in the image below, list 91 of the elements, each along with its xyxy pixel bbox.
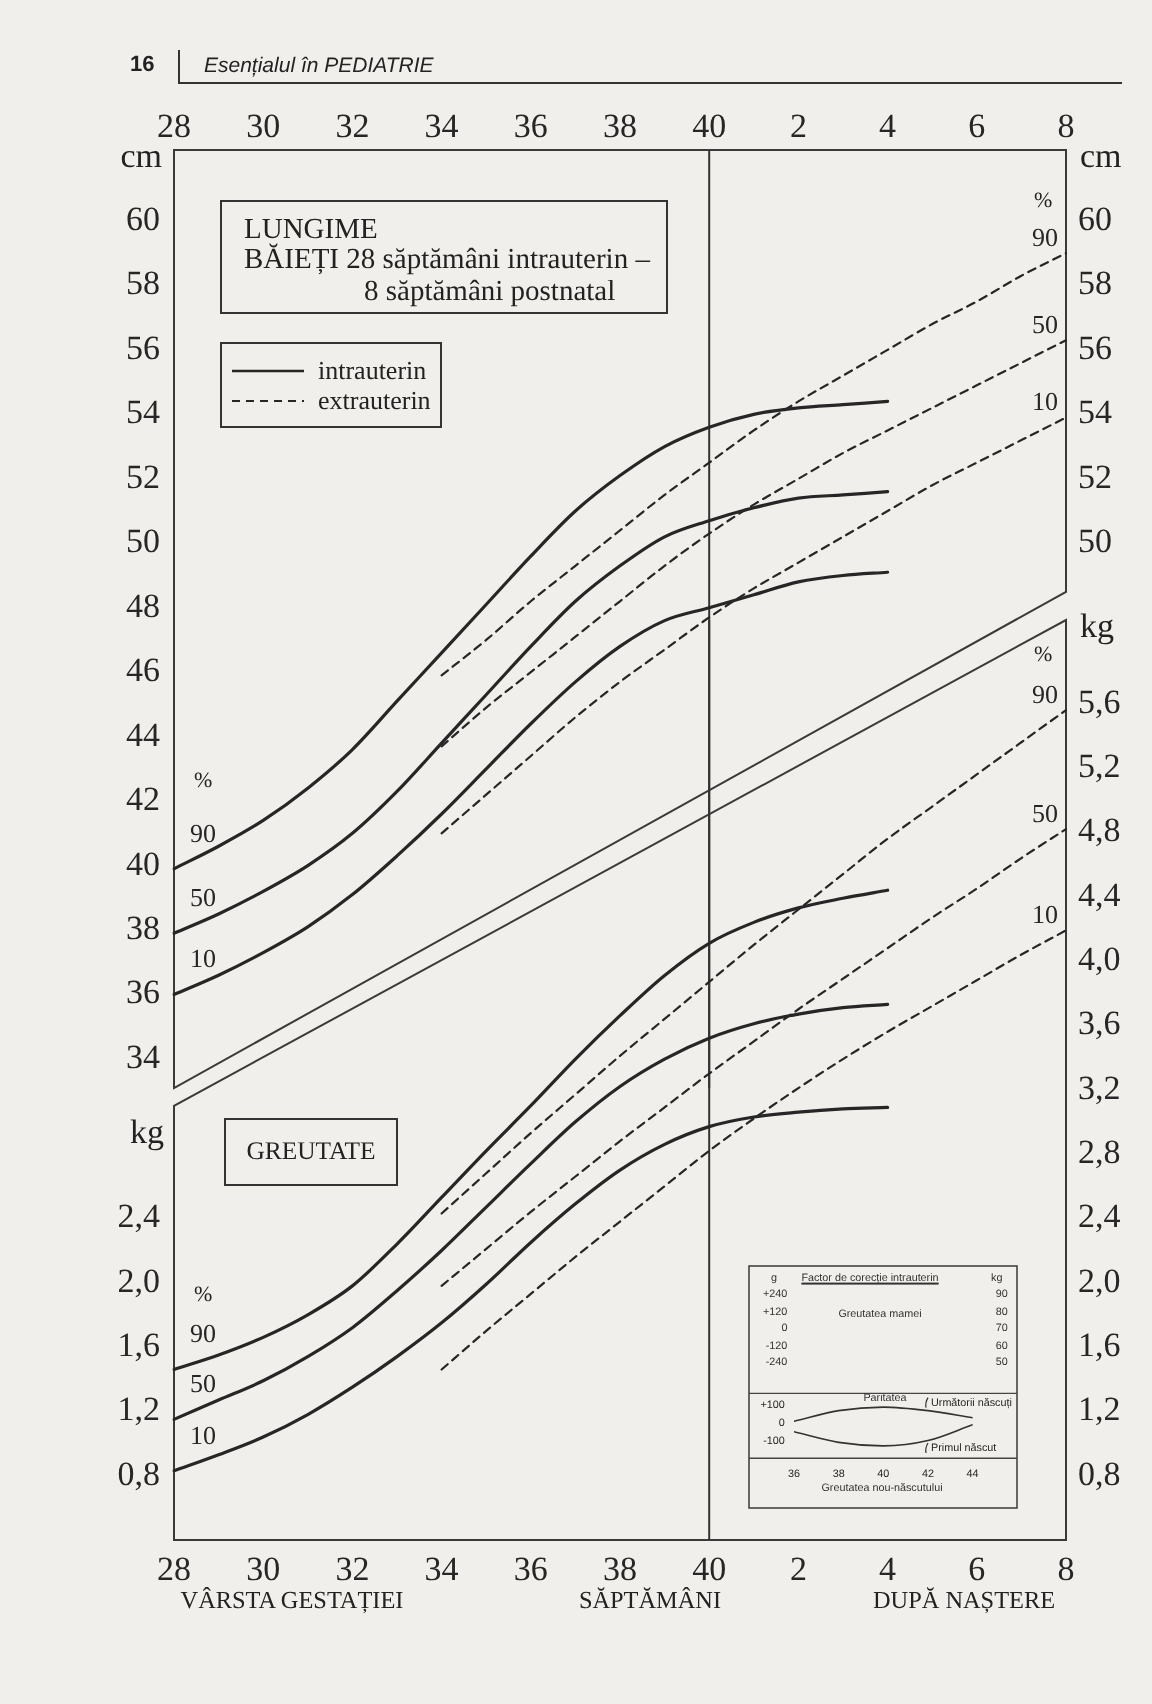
x-tick-label: 34	[424, 1550, 460, 1589]
y2-tick-label: 5,2	[1078, 746, 1121, 785]
y-tick-label: 34	[126, 1037, 161, 1076]
line-series	[794, 1423, 973, 1447]
y-tick-label: 42	[126, 780, 160, 819]
y-tick-label: 1,2	[117, 1390, 160, 1429]
series-label: 50	[190, 882, 216, 913]
y2-tick-label: 4,0	[1078, 939, 1121, 978]
x-tick-label: 34	[424, 106, 460, 145]
x-tick-label: 2	[789, 106, 807, 145]
annotation: %	[1034, 189, 1053, 213]
series-label: 50	[190, 1368, 216, 1399]
y-tick-label: 1,6	[117, 1325, 160, 1364]
x-tick-label: 40	[692, 1550, 727, 1589]
y-tick-label: 2,4	[117, 1197, 161, 1236]
text: SĂPTĂMÂNI	[578, 1585, 722, 1614]
series-label: 10	[190, 1419, 216, 1450]
x-tick-label: 6	[968, 1550, 986, 1589]
y2-tick-label: 1,2	[1078, 1390, 1121, 1429]
series-label: 50	[1032, 797, 1058, 828]
text: Esențialul în PEDIATRIE	[204, 53, 434, 78]
y-axis-title: cm	[120, 137, 162, 175]
x-tick-label: 8	[1057, 106, 1075, 145]
series-label: 10	[190, 943, 216, 974]
y-tick-label: 56	[126, 328, 160, 367]
y-tick-label: 40	[126, 844, 160, 883]
y2-tick-label: 3,6	[1078, 1004, 1121, 1043]
y2-tick-label: 1,6	[1078, 1325, 1121, 1364]
y-tick-label: 54	[126, 393, 161, 432]
y-tick-label: 44	[126, 715, 161, 754]
y2-tick-label: 2,0	[1078, 1261, 1121, 1300]
y2-tick-label: 2,4	[1078, 1197, 1122, 1236]
x-tick-label: 36	[513, 106, 548, 145]
y-tick-label: 0,8	[117, 1454, 160, 1493]
x-tick-label: 28	[157, 1550, 191, 1589]
y2-tick-label: 5,6	[1078, 682, 1121, 721]
x-tick-label: 36	[513, 1550, 548, 1589]
y2-tick-label: 4,8	[1078, 811, 1121, 850]
x-tick-label: 38	[603, 1550, 637, 1589]
y2-tick-label: 0,8	[1078, 1454, 1121, 1493]
series-label: 90	[1032, 678, 1058, 709]
series-label: 90	[190, 1318, 216, 1349]
x-tick-label: 32	[335, 1550, 370, 1589]
x-tick-label: 8	[1057, 1550, 1075, 1589]
series-label: 10	[1032, 899, 1058, 930]
text: 16	[130, 53, 155, 77]
x-tick-label: 38	[603, 106, 637, 145]
y2-tick-label: 60	[1078, 199, 1112, 238]
x-tick-label: 4	[879, 106, 898, 145]
y-tick-label: 48	[126, 586, 160, 625]
x-axis-title: VÂRSTA GESTAȚIEI	[180, 1585, 404, 1614]
y2-tick-label: 4,4	[1078, 875, 1122, 914]
x-tick-label: 28	[157, 106, 191, 145]
y-tick-label: 36	[126, 973, 160, 1012]
series-label: 50	[1032, 309, 1058, 340]
y2-tick-label: 58	[1078, 264, 1112, 303]
y2-tick-label: 2,8	[1078, 1132, 1121, 1171]
annotation: intrauterin	[318, 355, 427, 385]
y-axis-title: kg	[130, 1113, 164, 1151]
y-tick-label: 38	[126, 908, 160, 947]
annotation: extrauterin	[318, 385, 431, 415]
x-tick-label: 40	[692, 106, 727, 145]
annotation: %	[194, 769, 213, 793]
x-tick-label: 32	[335, 106, 370, 145]
x-tick-label: 30	[246, 1550, 281, 1589]
y-tick-label: 46	[126, 651, 160, 690]
text: GREUTATE	[246, 1137, 376, 1166]
y2-axis-title: cm	[1080, 137, 1122, 175]
y2-tick-label: 50	[1078, 522, 1112, 561]
x-tick-label: 2	[789, 1550, 807, 1589]
text: LUNGIME	[244, 213, 378, 246]
y2-axis-title: kg	[1080, 607, 1114, 645]
y2-tick-label: 56	[1078, 328, 1112, 367]
series-label: 90	[1032, 221, 1058, 252]
annotation: %	[1034, 643, 1053, 667]
y2-tick-label: 3,2	[1078, 1068, 1121, 1107]
text: DUPĂ NAȘTERE	[872, 1585, 1056, 1614]
text: BĂIEȚI 28 săptămâni intrauterin – 8 săptămâni postnatal	[244, 244, 653, 308]
series-label: 10	[1032, 386, 1058, 417]
x-tick-label: 4	[879, 1550, 898, 1589]
y-tick-label: 50	[126, 522, 160, 561]
y-tick-label: 58	[126, 264, 160, 303]
annotation: %	[194, 1283, 213, 1307]
y2-tick-label: 54	[1078, 393, 1113, 432]
y-tick-label: 60	[126, 199, 160, 238]
series-label: 90	[190, 817, 216, 848]
x-tick-label: 6	[968, 106, 986, 145]
y-tick-label: 52	[126, 457, 160, 496]
y2-tick-label: 52	[1078, 457, 1112, 496]
x-tick-label: 30	[246, 106, 281, 145]
y-tick-label: 2,0	[117, 1261, 160, 1300]
